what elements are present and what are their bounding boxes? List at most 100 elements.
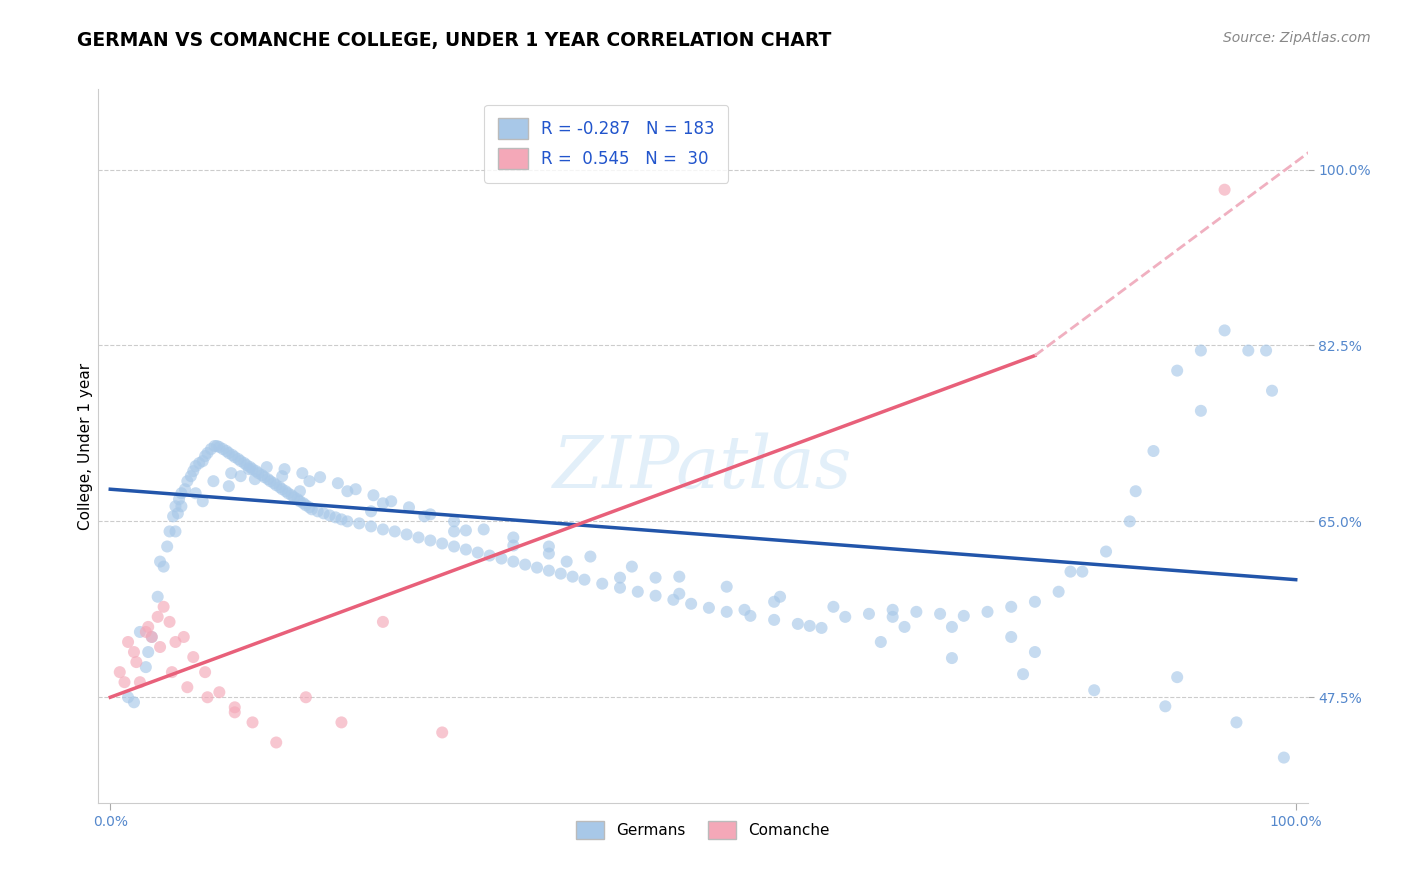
Point <box>167 492 190 507</box>
Point <box>1095 544 1118 558</box>
Point <box>259 474 281 488</box>
Point <box>336 515 359 529</box>
Point <box>1272 750 1295 764</box>
Point <box>146 610 169 624</box>
Point <box>135 660 157 674</box>
Point <box>644 571 666 585</box>
Point <box>271 482 294 496</box>
Point <box>1213 323 1236 337</box>
Point <box>716 580 738 594</box>
Point <box>371 615 394 629</box>
Point <box>208 685 231 699</box>
Point <box>330 512 353 526</box>
Point <box>215 444 238 458</box>
Point <box>1012 667 1035 681</box>
Point <box>224 450 246 464</box>
Point <box>318 508 340 523</box>
Point <box>941 620 963 634</box>
Point <box>432 725 454 739</box>
Point <box>263 476 285 491</box>
Point <box>165 524 187 539</box>
Y-axis label: College, Under 1 year: College, Under 1 year <box>77 362 93 530</box>
Point <box>1189 404 1212 418</box>
Point <box>810 621 832 635</box>
Point <box>274 484 297 499</box>
Point <box>298 500 321 515</box>
Point <box>869 635 891 649</box>
Point <box>591 576 613 591</box>
Point <box>283 490 305 504</box>
Point <box>307 504 329 518</box>
Point <box>181 650 204 665</box>
Point <box>229 454 252 468</box>
Point <box>180 469 202 483</box>
Point <box>478 549 501 563</box>
Point <box>238 462 260 476</box>
Point <box>326 476 349 491</box>
Point <box>882 610 904 624</box>
Point <box>301 502 323 516</box>
Point <box>250 468 273 483</box>
Point <box>662 592 685 607</box>
Point <box>609 571 631 585</box>
Point <box>197 446 219 460</box>
Point <box>208 440 231 454</box>
Point <box>454 524 477 538</box>
Point <box>1254 343 1277 358</box>
Point <box>325 510 347 524</box>
Point <box>882 603 904 617</box>
Point <box>858 607 880 621</box>
Text: ZIPatlas: ZIPatlas <box>553 432 853 503</box>
Point <box>280 488 302 502</box>
Point <box>929 607 952 621</box>
Point <box>218 479 240 493</box>
Point <box>239 460 262 475</box>
Point <box>243 472 266 486</box>
Point <box>160 665 183 680</box>
Point <box>561 569 583 583</box>
Point <box>609 581 631 595</box>
Point <box>408 531 430 545</box>
Point <box>454 542 477 557</box>
Point <box>181 464 204 478</box>
Point <box>218 446 240 460</box>
Point <box>273 462 295 476</box>
Point <box>162 509 184 524</box>
Point <box>188 456 211 470</box>
Point <box>1119 515 1142 529</box>
Point <box>264 478 287 492</box>
Point <box>257 472 280 486</box>
Point <box>136 645 159 659</box>
Point <box>526 560 548 574</box>
Point <box>1166 670 1188 684</box>
Point <box>952 608 974 623</box>
Point <box>344 482 367 496</box>
Point <box>194 449 217 463</box>
Point <box>363 488 385 502</box>
Point <box>170 500 193 514</box>
Point <box>159 615 181 629</box>
Point <box>443 540 465 554</box>
Point <box>224 706 246 720</box>
Point <box>537 540 560 554</box>
Point <box>905 605 928 619</box>
Point <box>419 533 441 548</box>
Point <box>159 524 181 539</box>
Point <box>502 555 524 569</box>
Point <box>242 715 264 730</box>
Point <box>212 442 235 456</box>
Point <box>197 690 219 705</box>
Point <box>574 573 596 587</box>
Point <box>229 469 252 483</box>
Point <box>515 558 537 572</box>
Point <box>1166 363 1188 377</box>
Point <box>1024 645 1046 659</box>
Point <box>156 540 179 554</box>
Point <box>893 620 915 634</box>
Point <box>291 466 314 480</box>
Text: GERMAN VS COMANCHE COLLEGE, UNDER 1 YEAR CORRELATION CHART: GERMAN VS COMANCHE COLLEGE, UNDER 1 YEAR… <box>77 31 832 50</box>
Point <box>233 456 256 470</box>
Point <box>384 524 406 539</box>
Text: Source: ZipAtlas.com: Source: ZipAtlas.com <box>1223 31 1371 45</box>
Point <box>799 619 821 633</box>
